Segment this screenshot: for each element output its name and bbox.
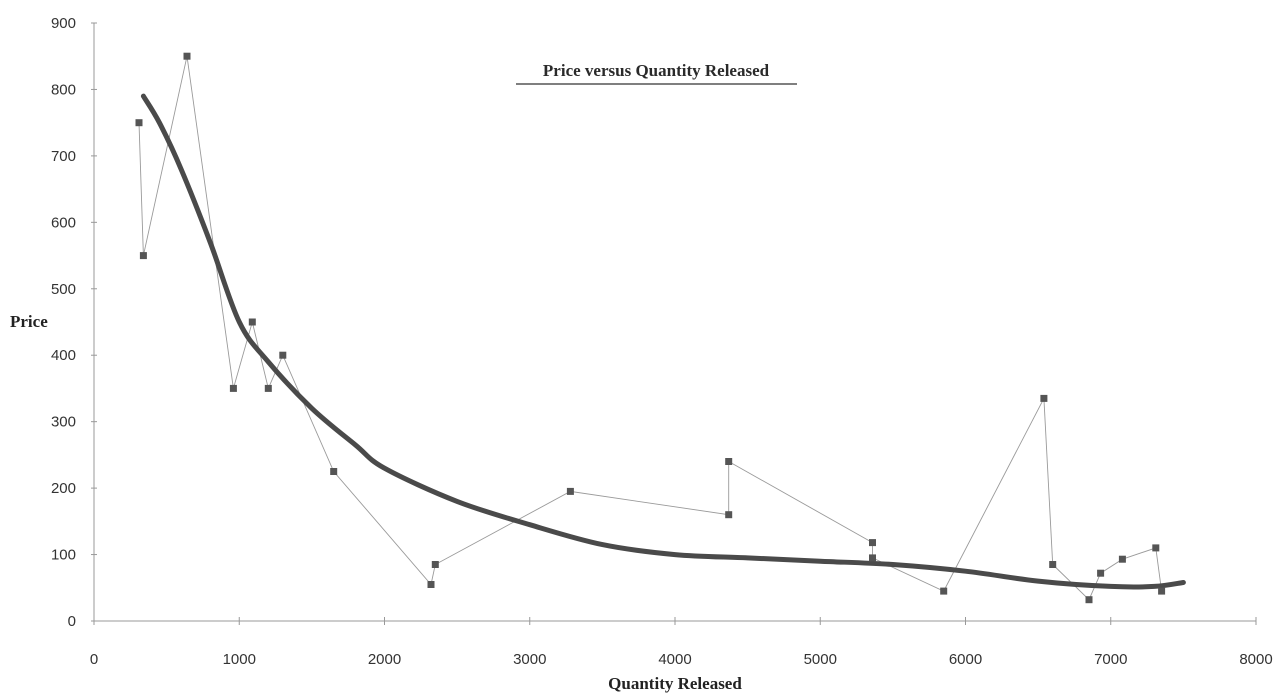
data-point <box>431 561 439 568</box>
data-point <box>1040 394 1048 402</box>
y-tick-label: 200 <box>51 480 76 497</box>
data-point <box>248 318 256 326</box>
y-tick-label: 700 <box>51 148 76 165</box>
y-tick-label: 300 <box>51 414 76 431</box>
axes: 0 1000 2000 3000 4000 5000 6000 7000 8000 0 100 200… <box>51 15 1273 668</box>
x-tick-label: 0 <box>90 651 98 668</box>
series <box>135 52 1186 604</box>
y-tick-label: 100 <box>51 547 76 564</box>
data-point <box>1097 569 1105 577</box>
x-tick-label: 2000 <box>368 651 401 668</box>
x-tick-label: 5000 <box>804 651 837 668</box>
data-point <box>1085 596 1093 604</box>
data-point <box>1152 544 1160 552</box>
data-point <box>725 511 733 519</box>
y-tick-label: 900 <box>51 15 76 32</box>
data-point <box>279 351 287 359</box>
x-tick-label: 4000 <box>658 651 691 668</box>
labels: Price versus Quantity Released Price Qua… <box>10 61 797 693</box>
data-point <box>330 468 338 475</box>
trendline <box>140 93 1186 590</box>
data-point <box>1158 587 1166 595</box>
data-point <box>427 581 435 588</box>
y-tick-label: 0 <box>68 613 76 630</box>
observed-connector-line <box>138 56 1163 601</box>
data-point <box>139 252 147 260</box>
y-tick-label: 400 <box>51 347 76 364</box>
chart-title: Price versus Quantity Released <box>543 61 770 80</box>
data-point <box>1118 555 1126 563</box>
data-point <box>869 539 876 547</box>
data-point <box>1049 561 1057 568</box>
data-point <box>869 554 876 562</box>
y-axis-title: Price <box>10 312 48 331</box>
data-point <box>725 458 733 465</box>
data-point <box>183 52 191 60</box>
x-tick-label: 3000 <box>513 651 546 668</box>
x-tick-label: 7000 <box>1094 651 1127 668</box>
data-point <box>264 384 272 392</box>
y-tick-label: 800 <box>51 81 76 98</box>
y-tick-label: 500 <box>51 281 76 298</box>
data-point <box>135 119 143 127</box>
data-point <box>229 384 237 392</box>
x-tick-label: 1000 <box>223 651 256 668</box>
data-point <box>566 487 574 495</box>
x-tick-label: 8000 <box>1239 651 1272 668</box>
y-tick-label: 600 <box>51 214 76 231</box>
data-point <box>940 587 948 595</box>
x-axis-title: Quantity Released <box>608 674 742 693</box>
x-tick-label: 6000 <box>949 651 982 668</box>
